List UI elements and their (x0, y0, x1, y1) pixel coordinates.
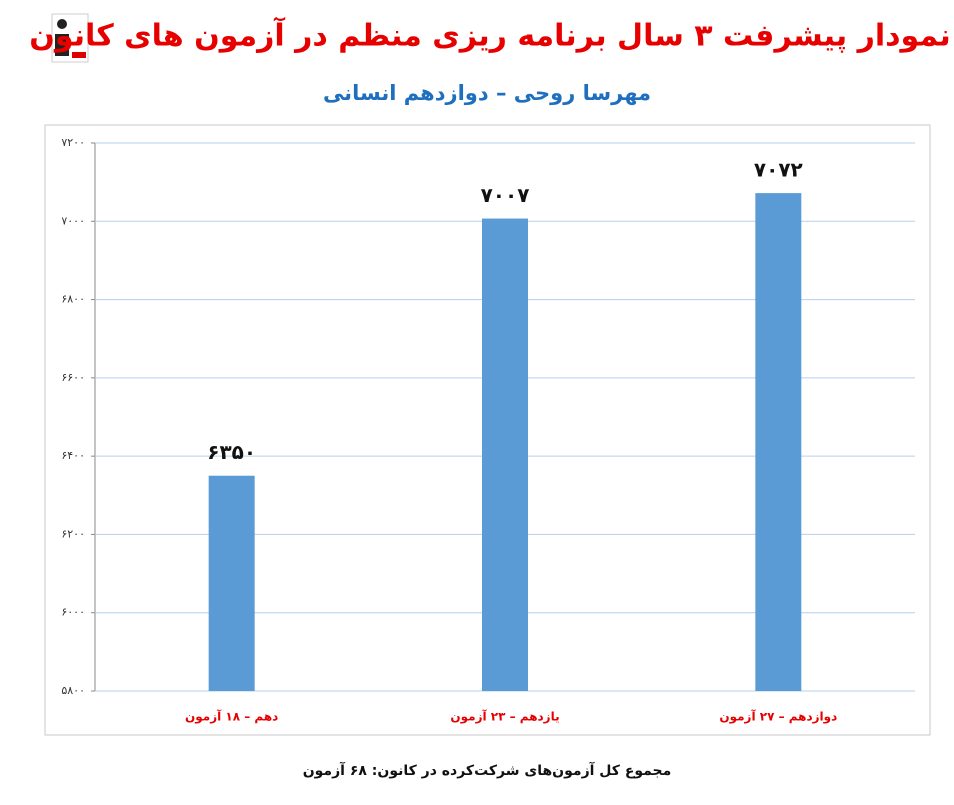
data-label: ۷۰۰۷ (481, 183, 530, 207)
chart-frame (44, 124, 931, 736)
x-tick-label: دوازدهم – ۲۷ آزمون (719, 709, 837, 725)
footnote: مجموع کل آزمون‌های شرکت‌کرده در کانون: ۶… (303, 761, 672, 779)
y-tick-label: ۶۶۰۰ (61, 371, 85, 384)
y-tick-label: ۷۲۰۰ (61, 136, 85, 149)
bar (208, 475, 255, 691)
y-tick-label: ۶۴۰۰ (61, 449, 85, 462)
bar (755, 193, 802, 692)
data-label: ۷۰۷۲ (754, 158, 803, 182)
y-tick-label: ۶۸۰۰ (61, 293, 85, 306)
y-tick-label: ۵۸۰۰ (61, 684, 85, 697)
x-tick-label: یازدهم – ۲۳ آزمون (450, 709, 559, 725)
y-tick-label: ۶۲۰۰ (61, 527, 85, 540)
y-tick-label: ۶۰۰۰ (61, 606, 85, 619)
logo (51, 13, 89, 63)
bar (482, 218, 528, 691)
chart-subtitle: مهرسا روحی – دوازدهم انسانی (323, 81, 651, 105)
data-label: ۶۳۵۰ (207, 440, 256, 464)
chart-title: نمودار پیشرفت ۳ سال برنامه ریزی منظم در … (29, 17, 950, 54)
y-tick-label: ۷۰۰۰ (61, 214, 85, 227)
x-tick-label: دهم – ۱۸ آزمون (185, 709, 278, 725)
